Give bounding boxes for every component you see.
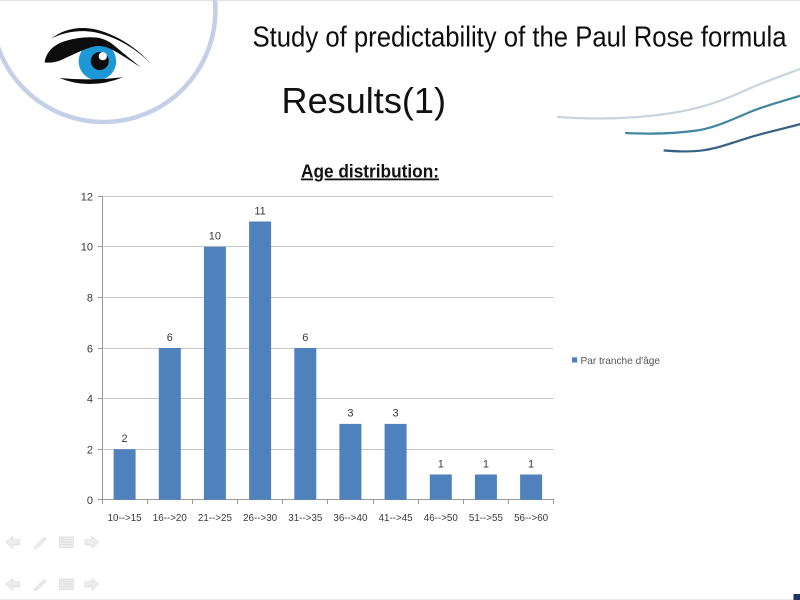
- svg-text:31-->35: 31-->35: [288, 512, 322, 524]
- svg-text:12: 12: [81, 192, 93, 204]
- svg-text:2: 2: [122, 433, 128, 445]
- svg-text:Results(1): Results(1): [282, 80, 447, 121]
- svg-text:10-->15: 10-->15: [108, 512, 142, 524]
- svg-text:Study of predictability of the: Study of predictability of the Paul Rose…: [253, 22, 788, 54]
- svg-text:41-->45: 41-->45: [379, 512, 413, 524]
- svg-text:26-->30: 26-->30: [243, 512, 277, 524]
- svg-text:4: 4: [87, 394, 93, 406]
- svg-text:3: 3: [347, 408, 353, 420]
- svg-text:10: 10: [209, 231, 221, 243]
- svg-text:36-->40: 36-->40: [333, 512, 367, 524]
- svg-text:16-->20: 16-->20: [153, 512, 187, 524]
- svg-text:51-->55: 51-->55: [469, 512, 503, 524]
- svg-text:Par tranche d'âge: Par tranche d'âge: [581, 355, 661, 367]
- svg-text:10: 10: [81, 242, 93, 254]
- svg-text:11: 11: [254, 205, 265, 217]
- svg-text:21-->25: 21-->25: [198, 512, 232, 524]
- svg-text:1: 1: [483, 458, 489, 470]
- svg-text:6: 6: [167, 332, 173, 344]
- svg-text:6: 6: [87, 344, 93, 356]
- svg-text:8: 8: [87, 293, 93, 305]
- svg-text:56-->60: 56-->60: [514, 512, 548, 524]
- svg-text:Age distribution:: Age distribution:: [301, 162, 439, 182]
- svg-text:3: 3: [393, 408, 399, 420]
- svg-text:1: 1: [438, 458, 444, 470]
- svg-text:46-->50: 46-->50: [424, 512, 458, 524]
- svg-text:1: 1: [528, 458, 534, 470]
- svg-text:2: 2: [87, 445, 93, 457]
- svg-text:0: 0: [87, 495, 93, 507]
- svg-text:6: 6: [302, 332, 308, 344]
